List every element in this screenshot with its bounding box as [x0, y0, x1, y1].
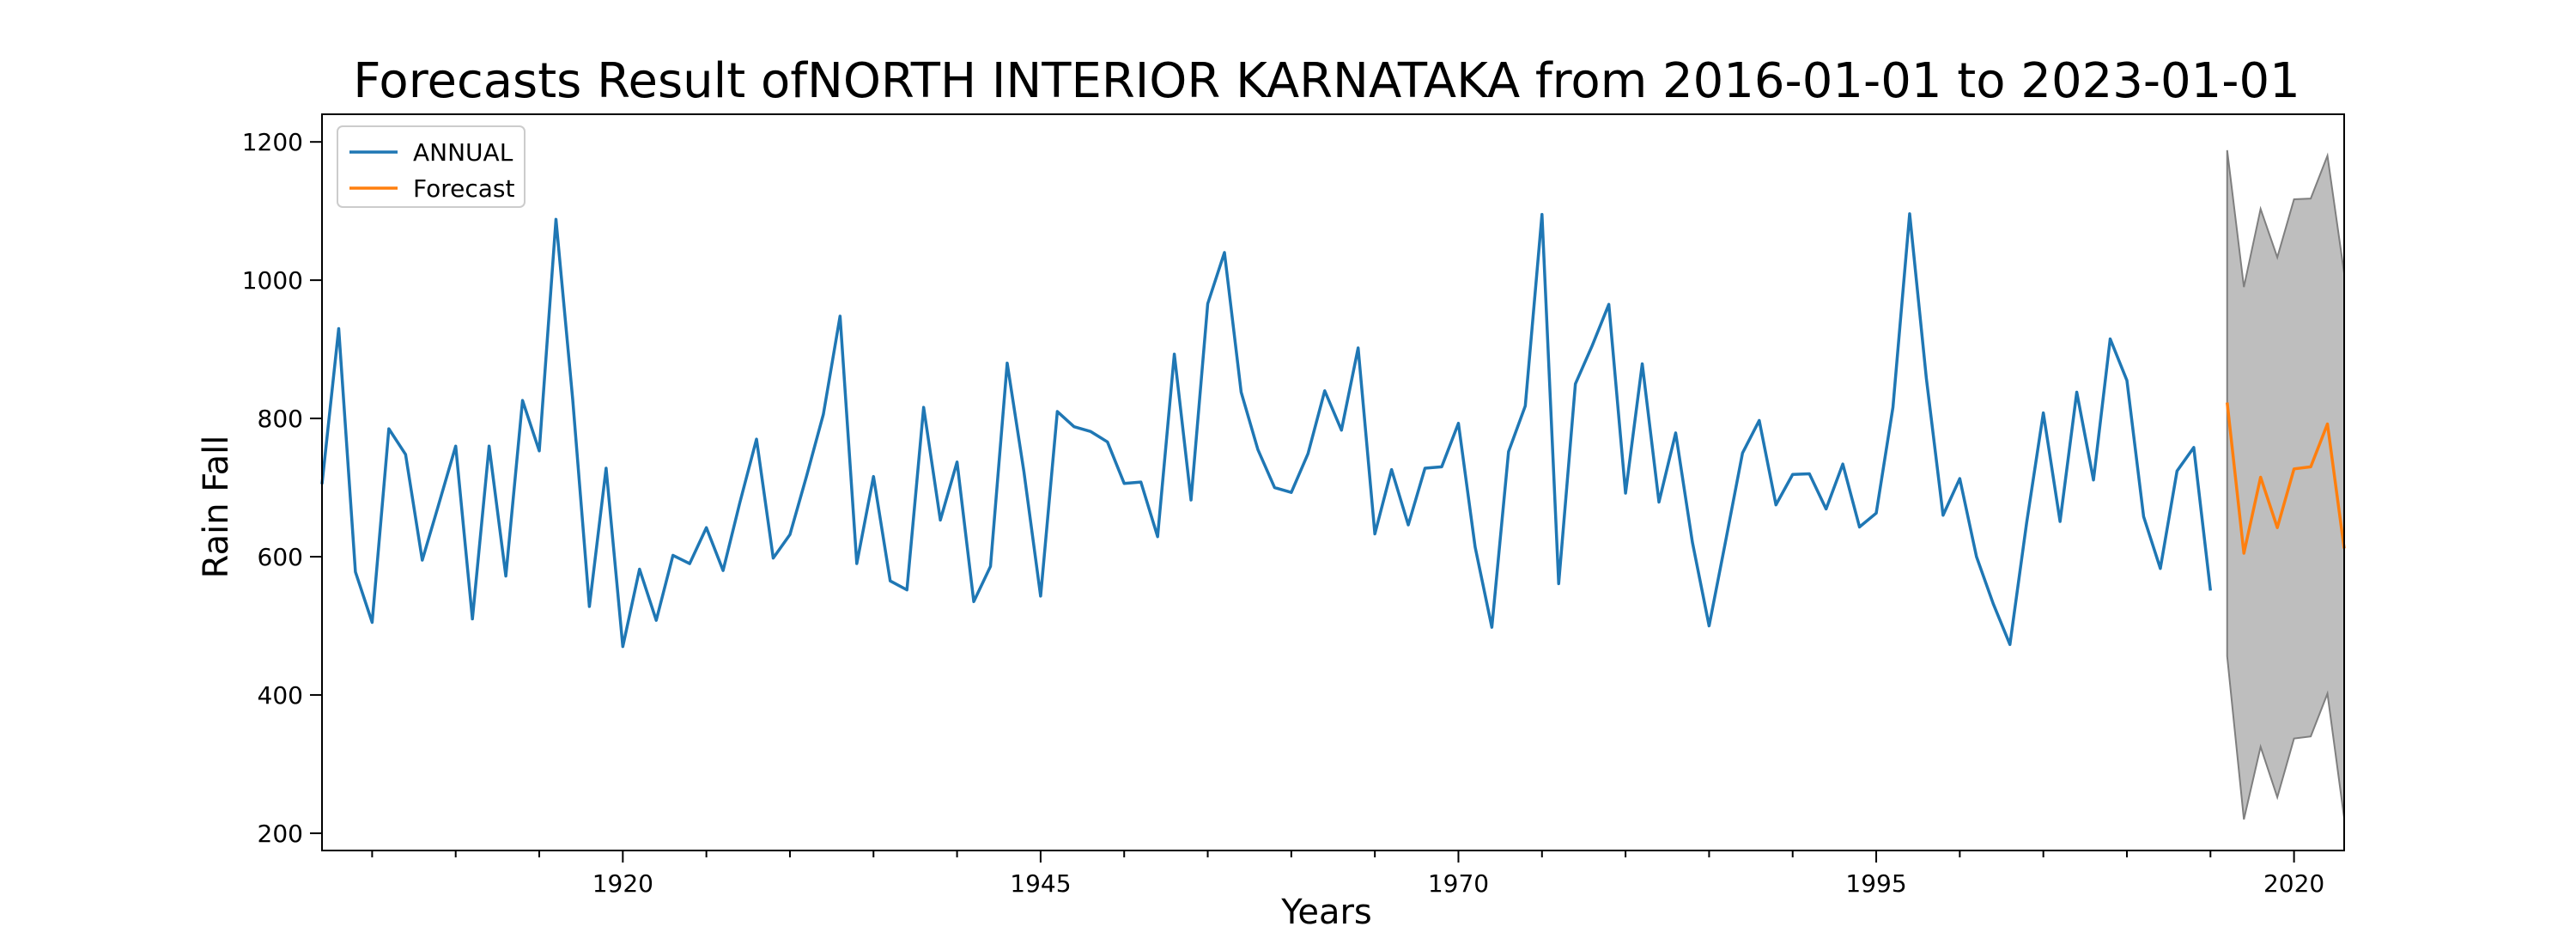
y-tick-label: 600 [258, 543, 303, 571]
y-tick-label: 1000 [242, 266, 303, 295]
legend-label: ANNUAL [413, 138, 513, 167]
x-tick-label: 1995 [1845, 869, 1906, 898]
chart-title: Forecasts Result ofNORTH INTERIOR KARNAT… [353, 53, 2300, 109]
y-tick-label: 800 [258, 405, 303, 433]
x-axis: 1920 1945 1970 1995 2020 [371, 850, 2324, 898]
plot-frame [321, 113, 2345, 851]
x-tick-label: 2020 [2263, 869, 2324, 898]
legend-label: Forecast [413, 174, 515, 203]
forecast-confidence-band [2226, 149, 2345, 820]
y-tick-label: 200 [258, 820, 303, 848]
x-tick-label: 1920 [592, 869, 653, 898]
y-tick-label: 400 [258, 681, 303, 710]
series-line-forecast [2226, 402, 2346, 555]
x-tick-label: 1970 [1428, 869, 1489, 898]
x-axis-label: Years [1280, 893, 1372, 932]
series-layer [320, 212, 2346, 649]
legend: ANNUAL Forecast [337, 125, 526, 208]
confidence-band-layer [2226, 149, 2345, 820]
y-tick-label: 1200 [242, 128, 303, 156]
y-axis: 200 400 600 800 1000 1200 [242, 128, 322, 848]
series-line-annual [320, 212, 2213, 649]
x-tick-label: 1945 [1010, 869, 1071, 898]
y-axis-label: Rain Fall [197, 436, 236, 579]
